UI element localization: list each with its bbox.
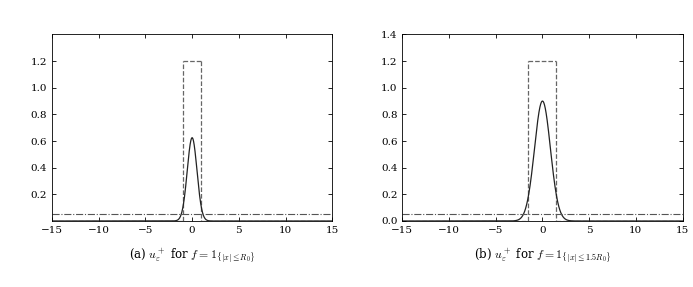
- X-axis label: (a) $u_\varepsilon^+$ for $f = \mathbf{1}_{\{|x|\leq R_0\}}$: (a) $u_\varepsilon^+$ for $f = \mathbf{1…: [129, 246, 255, 264]
- X-axis label: (b) $u_\varepsilon^+$ for $f = \mathbf{1}_{\{|x|\leq 1.5R_0\}}$: (b) $u_\varepsilon^+$ for $f = \mathbf{1…: [474, 246, 611, 264]
